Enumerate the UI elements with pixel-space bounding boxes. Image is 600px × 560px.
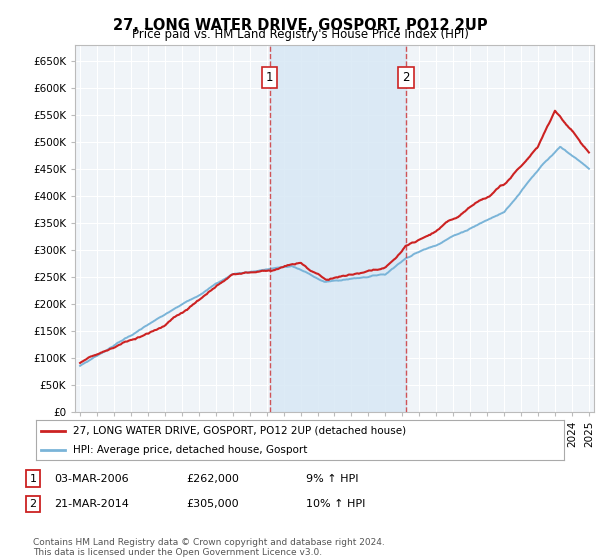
Text: Contains HM Land Registry data © Crown copyright and database right 2024.
This d: Contains HM Land Registry data © Crown c… <box>33 538 385 557</box>
Text: 1: 1 <box>29 474 37 484</box>
Text: 9% ↑ HPI: 9% ↑ HPI <box>306 474 359 484</box>
Text: HPI: Average price, detached house, Gosport: HPI: Average price, detached house, Gosp… <box>73 445 307 455</box>
Text: Price paid vs. HM Land Registry's House Price Index (HPI): Price paid vs. HM Land Registry's House … <box>131 28 469 41</box>
Text: 27, LONG WATER DRIVE, GOSPORT, PO12 2UP (detached house): 27, LONG WATER DRIVE, GOSPORT, PO12 2UP … <box>73 426 406 436</box>
Text: £262,000: £262,000 <box>186 474 239 484</box>
Text: £305,000: £305,000 <box>186 499 239 509</box>
Text: 03-MAR-2006: 03-MAR-2006 <box>54 474 128 484</box>
Text: 2: 2 <box>403 71 410 83</box>
Text: 2: 2 <box>29 499 37 509</box>
Bar <box>269 45 406 412</box>
Text: 21-MAR-2014: 21-MAR-2014 <box>54 499 129 509</box>
Text: 27, LONG WATER DRIVE, GOSPORT, PO12 2UP: 27, LONG WATER DRIVE, GOSPORT, PO12 2UP <box>113 18 487 33</box>
Text: 10% ↑ HPI: 10% ↑ HPI <box>306 499 365 509</box>
Text: 1: 1 <box>266 71 273 83</box>
